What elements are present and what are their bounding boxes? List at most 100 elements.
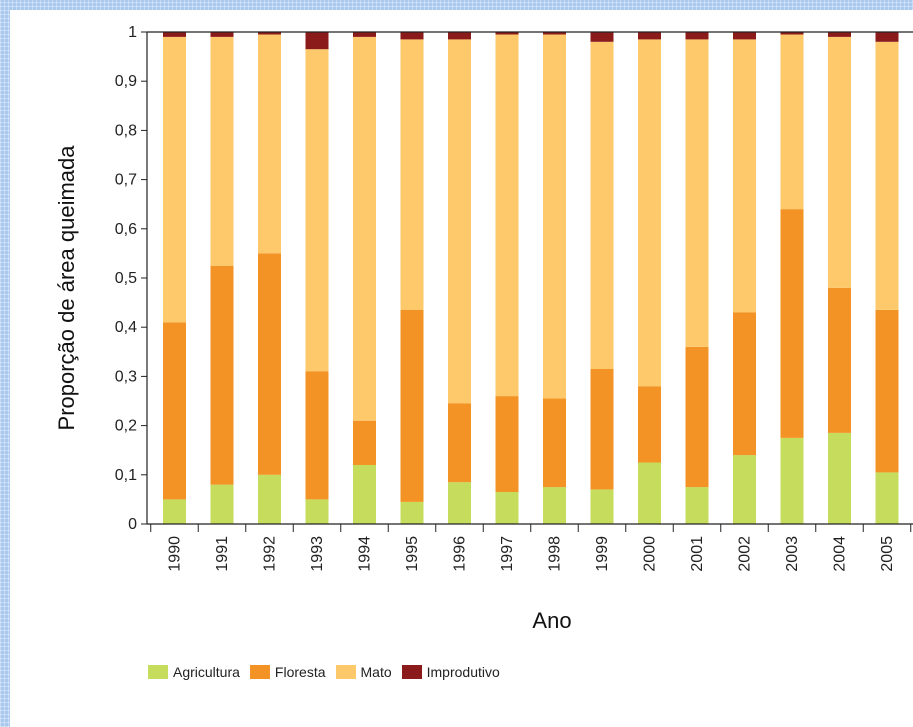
bar-segment-floresta-1992 [258,253,281,475]
legend-item-floresta: Floresta [249,664,326,680]
y-tick-label: 0,7 [115,172,137,189]
bar-segment-mato-1993 [305,49,329,372]
legend-swatch [148,665,168,679]
x-tick-label-2002: 2002 [737,536,754,572]
bar-segment-mato-2004 [828,36,851,288]
bar-segment-agricultura-1995 [400,501,424,524]
x-tick-label-1999: 1999 [594,536,611,572]
bar-segment-floresta-1999 [590,369,614,490]
bar-segment-floresta-2004 [828,287,851,433]
bar-segment-improdutivo-1998 [543,32,566,35]
x-tick-label-1998: 1998 [547,536,564,572]
x-tick-label-1992: 1992 [262,536,279,572]
bar-segment-floresta-1993 [305,371,329,500]
bar-segment-mato-1999 [590,41,614,370]
x-tick-label-2003: 2003 [784,536,801,572]
bar-segment-agricultura-1999 [590,489,614,524]
legend-label: Floresta [274,664,326,680]
bar-segment-mato-1994 [353,36,376,421]
bar-segment-agricultura-2000 [638,462,661,524]
bar-segment-improdutivo-1993 [305,32,329,50]
bar-segment-agricultura-1990 [163,499,186,524]
bars-group [163,32,899,524]
bar-segment-mato-1992 [258,34,281,254]
x-tick-label-2005: 2005 [879,536,896,572]
bar-segment-floresta-2001 [685,346,709,488]
x-tick-label-2001: 2001 [689,536,706,572]
bar-segment-floresta-1990 [163,322,186,500]
bar-segment-improdutivo-1995 [400,32,424,40]
x-tick-label-1995: 1995 [404,536,421,572]
bar-segment-agricultura-2001 [685,487,709,524]
legend-label: Mato [360,664,392,680]
legend-label: Improdutivo [426,664,500,680]
bar-segment-agricultura-1997 [495,492,519,524]
bar-segment-agricultura-1994 [353,465,376,524]
bar-segment-agricultura-1996 [448,482,471,524]
bar-segment-improdutivo-2004 [828,32,851,37]
stacked-bar-chart: 0 0,1 0,2 0,3 0,4 0,5 0,6 0,7 0,8 0,9 1 1990 1991 199… [54,24,913,633]
x-tick-label-2000: 2000 [642,536,659,572]
y-tick-label: 0 [128,516,137,533]
bar-segment-improdutivo-1996 [448,32,471,40]
bar-segment-floresta-2005 [875,310,899,473]
legend-item-agricultura: Agricultura [148,664,240,680]
bar-segment-mato-1996 [448,39,471,404]
bar-segment-agricultura-2002 [733,455,756,524]
bar-segment-floresta-1995 [400,310,424,502]
bar-segment-floresta-1998 [543,398,566,488]
x-tick-label-1991: 1991 [214,536,231,572]
bar-segment-mato-2001 [685,39,709,347]
bar-segment-improdutivo-2001 [685,32,709,40]
bar-segment-floresta-1994 [353,420,376,465]
bar-segment-agricultura-2004 [828,433,851,524]
legend-swatch [401,665,422,679]
bar-segment-improdutivo-1997 [495,32,519,35]
bar-segment-improdutivo-1992 [258,32,281,35]
axes-group: 0 0,1 0,2 0,3 0,4 0,5 0,6 0,7 0,8 0,9 1 1990 1991 199… [115,24,913,572]
bar-segment-mato-2002 [733,39,756,313]
bar-segment-floresta-1996 [448,403,471,483]
y-tick-label: 0,9 [115,73,137,90]
y-tick-label: 1 [128,24,137,41]
bar-segment-agricultura-1993 [305,499,329,524]
bar-segment-agricultura-1998 [543,487,566,524]
y-axis-title: Proporção de área queimada [54,145,79,431]
bar-segment-agricultura-2003 [780,437,804,524]
bar-segment-agricultura-1992 [258,474,281,524]
legend-item-improdutivo: Improdutivo [401,664,500,680]
bar-segment-mato-1997 [495,34,519,397]
bar-segment-floresta-2000 [638,386,661,463]
bar-segment-improdutivo-1991 [210,32,234,37]
bar-segment-mato-1991 [210,36,234,266]
bar-segment-floresta-2003 [780,209,804,438]
bar-segment-improdutivo-2000 [638,32,661,40]
x-tick-label-1993: 1993 [309,536,326,572]
legend-swatch [249,665,270,679]
y-tick-label: 0,5 [115,270,137,287]
y-tick-label: 0,1 [115,467,137,484]
bar-segment-agricultura-2005 [875,472,899,524]
y-tick-label: 0,3 [115,368,137,385]
chart-panel: 0 0,1 0,2 0,3 0,4 0,5 0,6 0,7 0,8 0,9 1 1990 1991 199… [10,10,913,727]
bar-segment-mato-2003 [780,34,804,210]
bar-segment-improdutivo-2002 [733,32,756,40]
bar-segment-mato-2005 [875,41,899,310]
x-tick-label-1994: 1994 [357,536,374,572]
bar-segment-mato-1998 [543,34,566,399]
y-tick-label: 0,8 [115,122,137,139]
bar-segment-mato-1990 [163,36,186,323]
x-tick-label-1996: 1996 [452,536,469,572]
x-tick-label-2004: 2004 [832,536,849,572]
bar-segment-improdutivo-2005 [875,32,899,42]
x-tick-label-1990: 1990 [167,536,184,572]
bar-segment-agricultura-1991 [210,484,234,524]
bar-segment-improdutivo-1990 [163,32,186,37]
y-tick-label: 0,2 [115,418,137,435]
y-tick-label: 0,6 [115,221,137,238]
bar-segment-improdutivo-1994 [353,32,376,37]
legend-item-mato: Mato [335,664,392,680]
legend-swatch [335,665,356,679]
bar-segment-floresta-1997 [495,396,519,492]
bar-segment-improdutivo-1999 [590,32,614,42]
